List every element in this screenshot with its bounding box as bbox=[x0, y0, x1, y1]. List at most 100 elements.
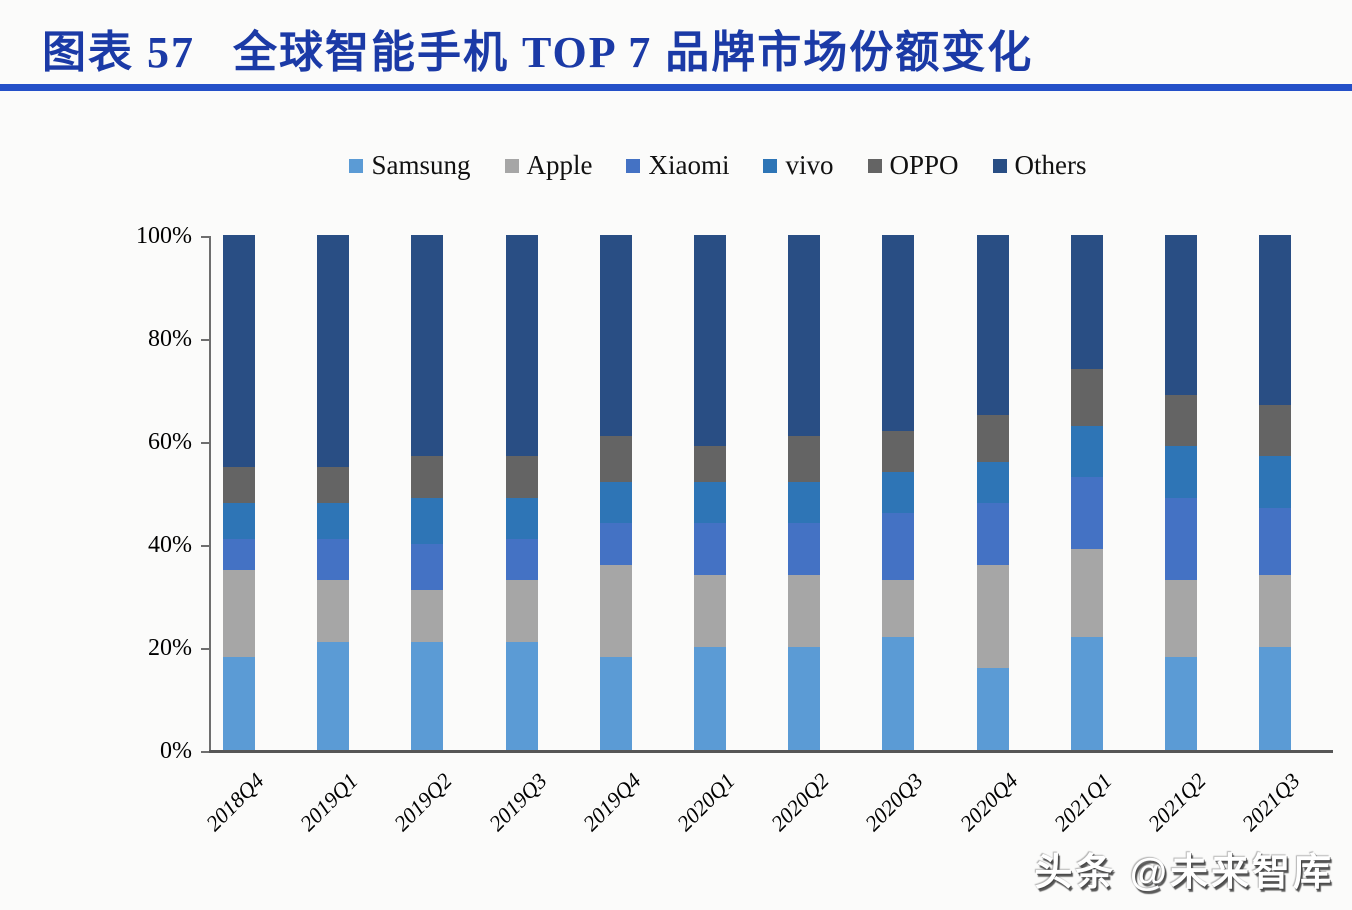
x-tick-label: 2019Q3 bbox=[483, 768, 552, 836]
bar-2020Q4 bbox=[976, 234, 1009, 750]
bar-2021Q3 bbox=[1259, 234, 1292, 750]
legend-label: Apple bbox=[526, 150, 593, 180]
bar-segment-xiaomi bbox=[223, 538, 255, 570]
bar-segment-apple bbox=[1070, 549, 1103, 637]
bar-segment-samsung bbox=[317, 641, 350, 750]
bar-segment-apple bbox=[788, 574, 821, 647]
bar-segment-samsung bbox=[599, 657, 632, 750]
bar-segment-others bbox=[1259, 234, 1292, 405]
bar-segment-others bbox=[317, 234, 350, 467]
bar-segment-xiaomi bbox=[1070, 477, 1103, 550]
bar-segment-apple bbox=[694, 574, 726, 647]
bar-segment-vivo bbox=[1165, 446, 1197, 498]
bar-segment-others bbox=[411, 234, 444, 457]
bar-segment-xiaomi bbox=[505, 538, 538, 581]
bar-segment-vivo bbox=[317, 502, 350, 539]
x-tick-label: 2019Q1 bbox=[295, 768, 363, 836]
y-axis-tick bbox=[201, 648, 209, 650]
bar-segment-apple bbox=[1165, 580, 1197, 658]
y-axis-tick bbox=[201, 442, 209, 444]
bar-segment-vivo bbox=[1070, 425, 1103, 478]
x-tick-label: 2020Q2 bbox=[766, 768, 834, 836]
y-axis-tick bbox=[201, 545, 209, 547]
bar-segment-oppo bbox=[1259, 404, 1292, 457]
y-axis-tick bbox=[201, 751, 209, 753]
bar-segment-xiaomi bbox=[976, 502, 1009, 565]
x-tick-label: 2020Q4 bbox=[954, 768, 1023, 836]
legend: Samsung Apple Xiaomi vivo OPPO Others bbox=[42, 150, 1352, 181]
y-axis-tick bbox=[201, 339, 209, 341]
bar-segment-vivo bbox=[694, 482, 726, 524]
bar-segment-apple bbox=[223, 569, 255, 658]
y-tick-label: 60% bbox=[148, 429, 192, 455]
bar-segment-others bbox=[882, 234, 915, 431]
bar-2018Q4 bbox=[223, 234, 255, 750]
bar-segment-xiaomi bbox=[411, 543, 444, 591]
y-tick-label: 40% bbox=[148, 532, 192, 558]
legend-swatch-icon bbox=[867, 158, 882, 173]
bar-segment-others bbox=[599, 234, 632, 436]
bar-segment-oppo bbox=[223, 466, 255, 503]
bar-segment-others bbox=[1070, 234, 1103, 369]
watermark: 头条 @未来智库 bbox=[1034, 852, 1334, 894]
chart-title: 图表 57 全球智能手机 TOP 7 品牌市场份额变化 bbox=[42, 16, 1033, 80]
bar-segment-oppo bbox=[505, 456, 538, 498]
legend-swatch-icon bbox=[763, 158, 778, 173]
legend-label: Others bbox=[1014, 150, 1087, 180]
bar-segment-samsung bbox=[882, 636, 915, 750]
bar-2019Q1 bbox=[317, 234, 350, 750]
x-axis bbox=[209, 750, 1333, 753]
bar-segment-others bbox=[788, 234, 821, 436]
legend-item-apple: Apple bbox=[504, 150, 593, 181]
bar-segment-oppo bbox=[1165, 394, 1197, 447]
bar-segment-samsung bbox=[505, 641, 538, 750]
bar-segment-others bbox=[976, 234, 1009, 416]
bar-segment-apple bbox=[411, 590, 444, 642]
bar-segment-xiaomi bbox=[317, 538, 350, 581]
bar-segment-apple bbox=[976, 564, 1009, 668]
bar-segment-oppo bbox=[599, 435, 632, 483]
y-tick-label: 20% bbox=[148, 635, 192, 661]
bar-2020Q3 bbox=[882, 234, 915, 750]
bar-segment-samsung bbox=[1165, 657, 1197, 750]
bar-2019Q3 bbox=[505, 234, 538, 750]
bar-segment-oppo bbox=[788, 435, 821, 483]
legend-swatch-icon bbox=[626, 158, 641, 173]
x-tick-label: 2019Q4 bbox=[577, 768, 646, 836]
bar-2021Q1 bbox=[1070, 234, 1103, 750]
bar-2021Q2 bbox=[1165, 234, 1197, 750]
legend-item-vivo: vivo bbox=[763, 150, 834, 181]
bar-segment-apple bbox=[599, 564, 632, 658]
bar-segment-vivo bbox=[882, 471, 915, 514]
title-underline bbox=[0, 84, 1352, 91]
bar-segment-samsung bbox=[694, 647, 726, 750]
bar-segment-apple bbox=[1259, 574, 1292, 647]
chart-title-text: 全球智能手机 TOP 7 品牌市场份额变化 bbox=[233, 28, 1034, 77]
bar-segment-samsung bbox=[1070, 636, 1103, 750]
bar-2019Q2 bbox=[411, 234, 444, 750]
bar-segment-xiaomi bbox=[1259, 507, 1292, 575]
bar-segment-others bbox=[694, 234, 726, 447]
legend-label: Samsung bbox=[371, 150, 471, 180]
x-tick-label: 2018Q4 bbox=[200, 768, 269, 836]
bar-segment-oppo bbox=[317, 466, 350, 503]
bar-segment-apple bbox=[882, 580, 915, 637]
bar-segment-oppo bbox=[1070, 368, 1103, 426]
bar-segment-oppo bbox=[694, 446, 726, 483]
y-tick-label: 100% bbox=[136, 223, 192, 249]
legend-item-xiaomi: Xiaomi bbox=[626, 150, 729, 181]
bar-segment-xiaomi bbox=[882, 513, 915, 581]
bar-segment-xiaomi bbox=[1165, 497, 1197, 581]
bar-2019Q4 bbox=[599, 234, 632, 750]
bar-segment-apple bbox=[505, 580, 538, 642]
x-tick-label: 2020Q3 bbox=[860, 768, 929, 836]
bar-segment-oppo bbox=[976, 415, 1009, 462]
bar-segment-oppo bbox=[411, 456, 444, 498]
bar-2020Q1 bbox=[694, 234, 726, 750]
legend-item-others: Others bbox=[992, 150, 1087, 181]
bar-segment-others bbox=[1165, 234, 1197, 395]
bar-segment-xiaomi bbox=[599, 523, 632, 565]
bar-segment-samsung bbox=[411, 641, 444, 750]
bar-segment-vivo bbox=[788, 482, 821, 524]
